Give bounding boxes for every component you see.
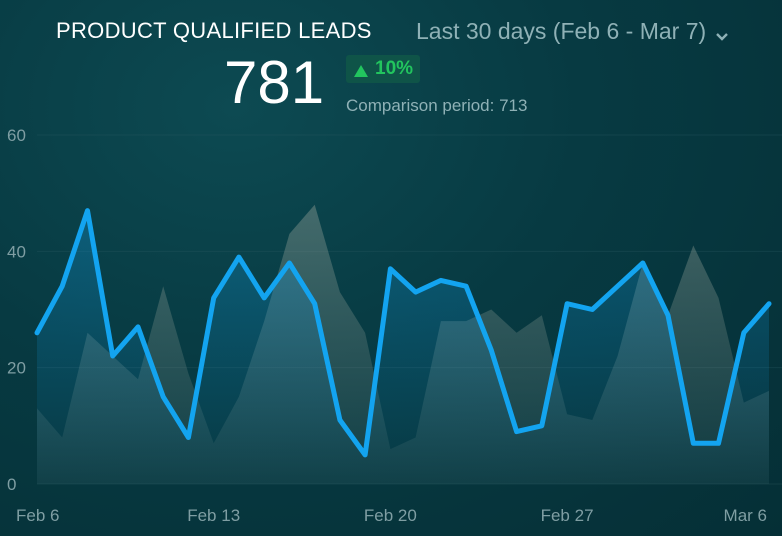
data-point[interactable] bbox=[640, 260, 645, 265]
data-point[interactable] bbox=[767, 301, 772, 306]
x-tick-label: Feb 6 bbox=[16, 506, 59, 525]
data-point[interactable] bbox=[590, 307, 595, 312]
metric-value: 781 bbox=[224, 49, 325, 116]
y-tick-label: 0 bbox=[7, 475, 16, 494]
data-point[interactable] bbox=[666, 313, 671, 318]
data-point[interactable] bbox=[615, 284, 620, 289]
data-point[interactable] bbox=[691, 441, 696, 446]
period-label: Last 30 days (Feb 6 - Mar 7) bbox=[416, 18, 707, 44]
data-point[interactable] bbox=[514, 429, 519, 434]
x-tick-label: Mar 6 bbox=[724, 506, 767, 525]
widget-title: PRODUCT QUALIFIED LEADS bbox=[56, 18, 372, 43]
data-point[interactable] bbox=[363, 452, 368, 457]
data-point[interactable] bbox=[186, 435, 191, 440]
data-point[interactable] bbox=[135, 324, 140, 329]
data-point[interactable] bbox=[741, 330, 746, 335]
current-series-area bbox=[37, 210, 769, 484]
period-dropdown[interactable]: Last 30 days (Feb 6 - Mar 7) bbox=[416, 18, 730, 45]
change-value: 10% bbox=[375, 58, 414, 79]
data-point[interactable] bbox=[262, 295, 267, 300]
change-badge: 10% bbox=[346, 55, 421, 83]
data-point[interactable] bbox=[110, 354, 115, 359]
data-point[interactable] bbox=[35, 330, 40, 335]
data-point[interactable] bbox=[85, 208, 90, 213]
triangle-up-icon bbox=[353, 62, 369, 77]
x-tick-label: Feb 13 bbox=[187, 506, 240, 525]
data-point[interactable] bbox=[438, 278, 443, 283]
data-point[interactable] bbox=[388, 266, 393, 271]
y-tick-label: 60 bbox=[7, 126, 26, 145]
data-point[interactable] bbox=[539, 423, 544, 428]
data-point[interactable] bbox=[716, 441, 721, 446]
data-point[interactable] bbox=[413, 290, 418, 295]
data-point[interactable] bbox=[236, 255, 241, 260]
data-point[interactable] bbox=[337, 418, 342, 423]
data-point[interactable] bbox=[161, 394, 166, 399]
data-point[interactable] bbox=[60, 284, 65, 289]
data-point[interactable] bbox=[312, 301, 317, 306]
data-point[interactable] bbox=[489, 348, 494, 353]
x-tick-label: Feb 20 bbox=[364, 506, 417, 525]
chevron-down-icon bbox=[714, 24, 730, 41]
data-point[interactable] bbox=[464, 284, 469, 289]
data-point[interactable] bbox=[287, 260, 292, 265]
x-tick-label: Feb 27 bbox=[541, 506, 594, 525]
comparison-text: Comparison period: 713 bbox=[346, 96, 528, 115]
data-point[interactable] bbox=[211, 295, 216, 300]
data-point[interactable] bbox=[565, 301, 570, 306]
y-tick-label: 40 bbox=[7, 242, 26, 261]
current-series-line bbox=[34, 208, 772, 458]
y-tick-label: 20 bbox=[7, 359, 26, 378]
